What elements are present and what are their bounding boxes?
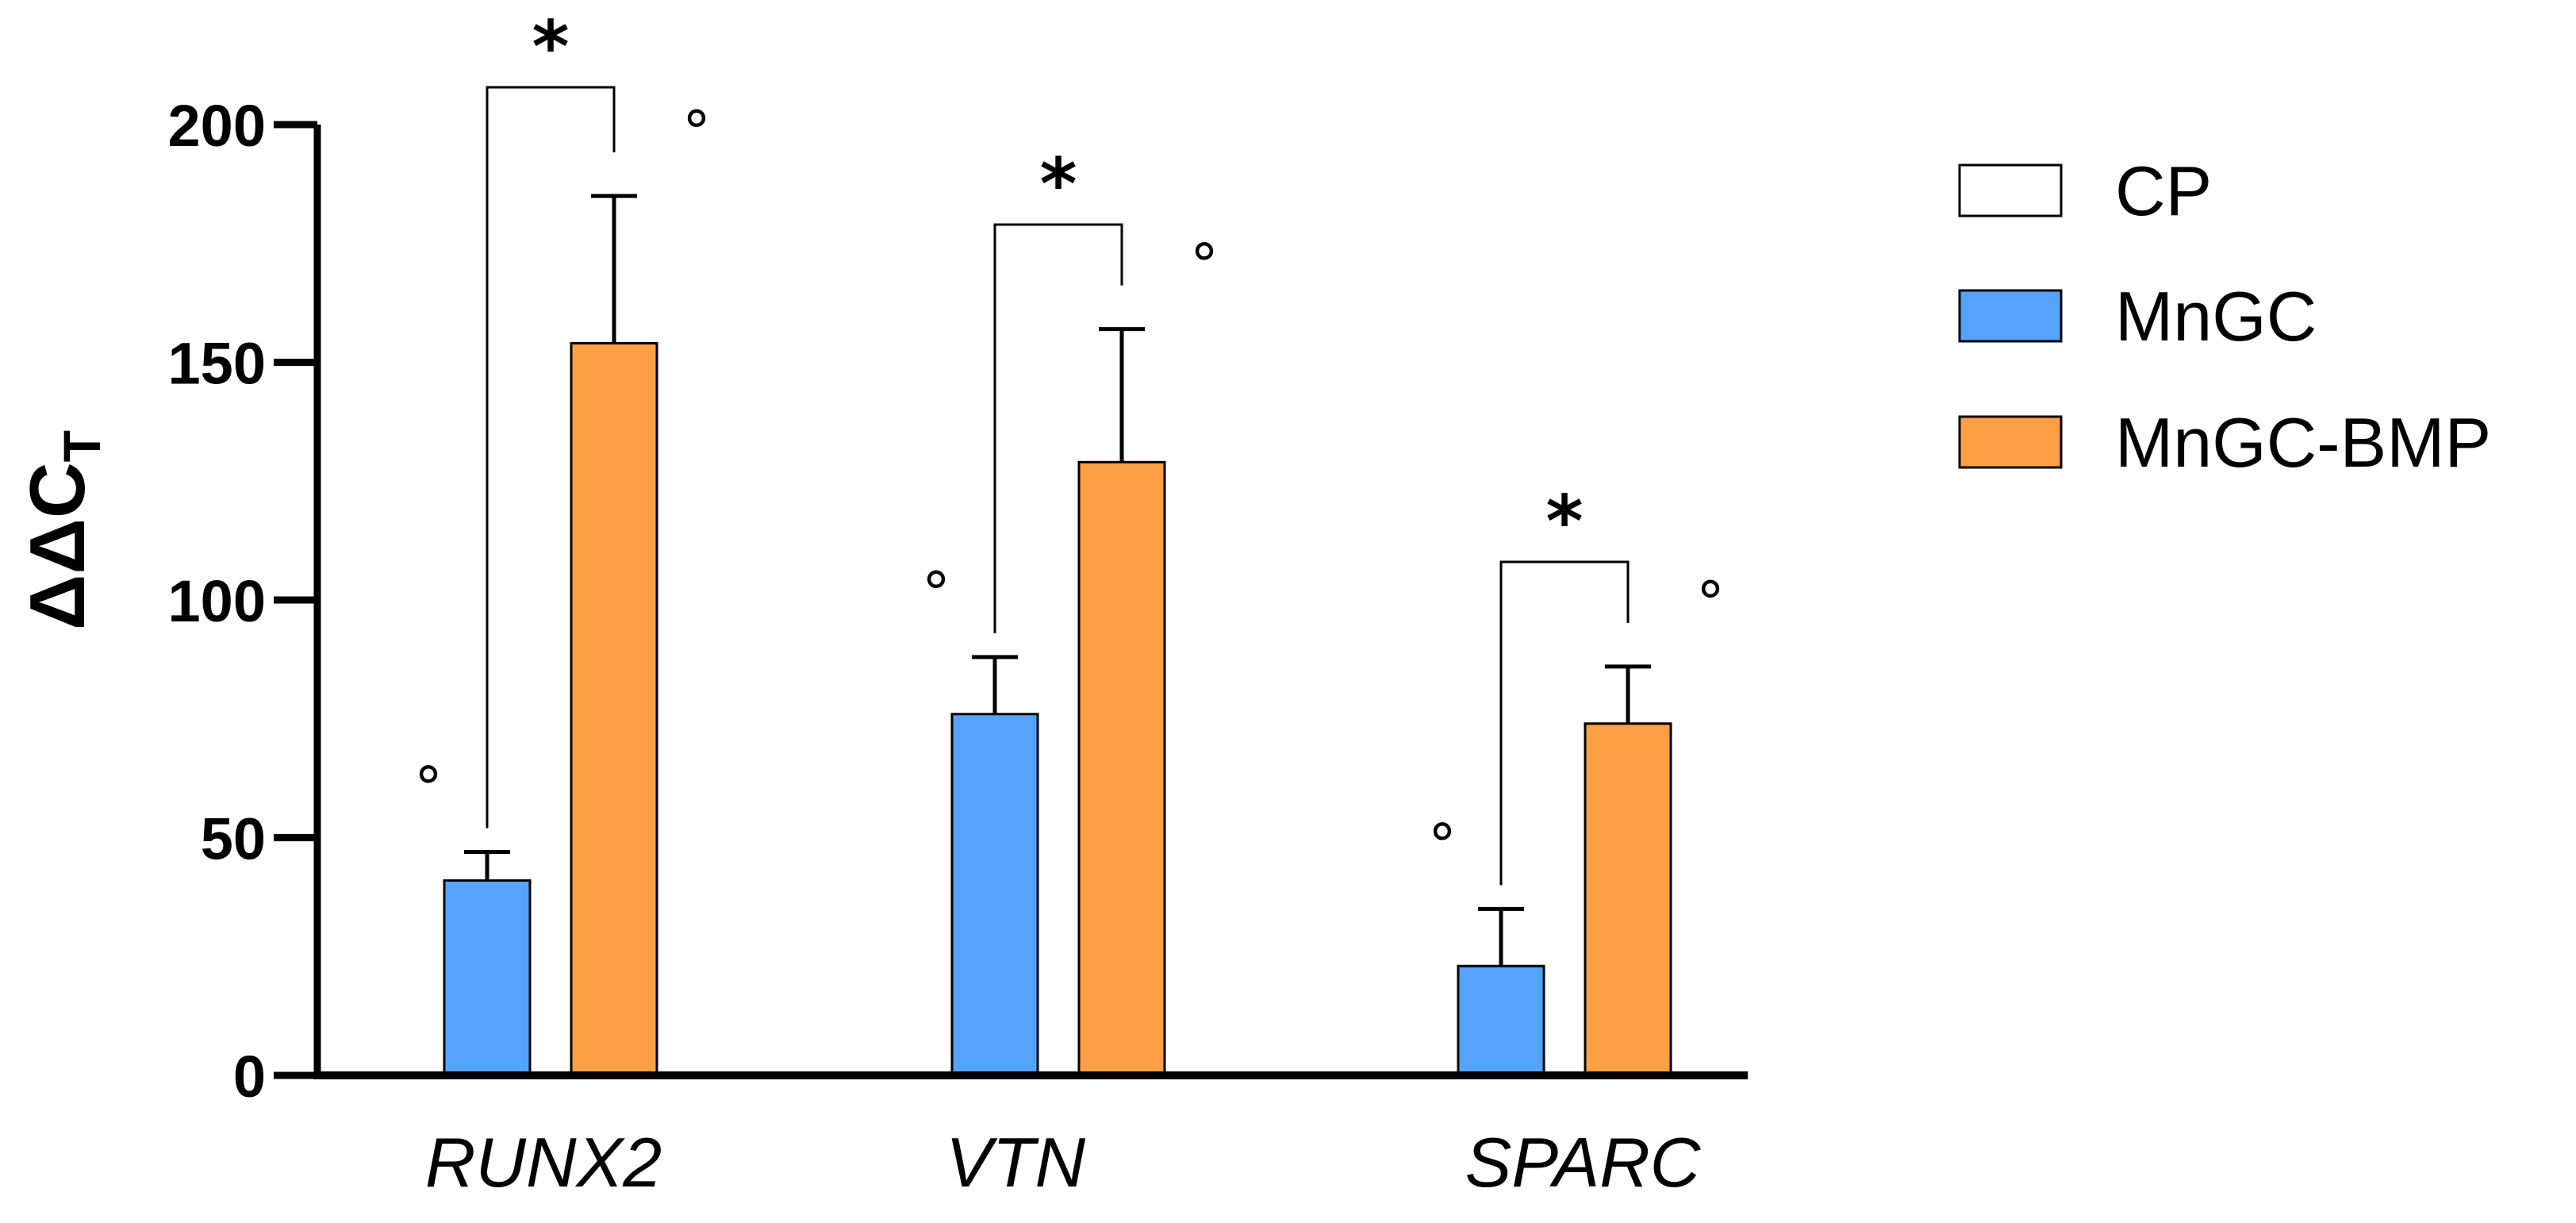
error-bar-mngc-runx2 (464, 849, 510, 881)
marker-mngc-runx2: ° (414, 754, 443, 821)
significance-layer: * * * (486, 6, 1630, 886)
error-bar-mngc-bmp-runx2 (591, 194, 637, 344)
legend-item-mngc-bmp: MnGC-BMP (1958, 403, 2491, 482)
bar-mngc-vtn (950, 713, 1039, 1077)
legend: CP MnGC MnGC-BMP (1958, 152, 2491, 482)
y-tick-label-0: 0 (233, 1044, 266, 1110)
y-tick-label-100: 100 (168, 568, 266, 634)
y-tick-label-50: 50 (201, 806, 266, 872)
legend-swatch-mngc (1958, 289, 2063, 343)
error-bars-layer (464, 194, 1651, 967)
significance-bracket-vtn (993, 223, 1123, 633)
marker-mngc-sparc: ° (1428, 811, 1457, 878)
legend-swatch-cp (1958, 163, 2063, 217)
axes-layer: 0 50 100 150 200 RUNX2 VTN SPARC (168, 93, 1748, 1202)
bars-layer (443, 342, 1672, 1077)
legend-label-mngc: MnGC (2115, 277, 2317, 356)
marker-mngc-vtn: ° (922, 560, 950, 626)
y-axis-title: ΔΔCT (13, 430, 111, 630)
significance-star-vtn: * (1039, 143, 1077, 226)
significance-bracket-sparc (1499, 560, 1630, 886)
bar-mngc-runx2 (443, 879, 532, 1077)
error-bar-mngc-vtn (972, 655, 1018, 714)
x-category-label-sparc: SPARC (1465, 1123, 1702, 1202)
legend-item-mngc: MnGC (1958, 277, 2317, 356)
y-tick-label-200: 200 (168, 93, 266, 159)
marker-mngc-bmp-vtn: ° (1190, 232, 1219, 298)
y-axis-title-subscript: T (52, 430, 111, 462)
bar-mngc-bmp-runx2 (570, 342, 658, 1077)
legend-item-cp: CP (1958, 152, 2212, 230)
significance-star-runx2: * (532, 6, 569, 89)
y-tick-label-150: 150 (168, 331, 266, 397)
marker-mngc-bmp-runx2: ° (682, 98, 711, 165)
y-axis-title-main: ΔΔC (13, 462, 101, 630)
x-category-label-runx2: RUNX2 (425, 1123, 662, 1202)
error-bar-mngc-bmp-sparc (1605, 664, 1651, 724)
bar-mngc-sparc (1457, 964, 1545, 1077)
legend-swatch-mngc-bmp (1958, 415, 2063, 469)
significance-bracket-runx2 (486, 86, 616, 829)
error-bar-mngc-bmp-vtn (1099, 327, 1145, 463)
significance-star-sparc: * (1545, 480, 1583, 563)
error-bar-mngc-sparc (1478, 906, 1524, 967)
legend-label-cp: CP (2115, 152, 2212, 230)
bar-mngc-bmp-vtn (1077, 460, 1166, 1077)
marker-mngc-bmp-sparc: ° (1696, 569, 1725, 636)
legend-label-mngc-bmp: MnGC-BMP (2115, 403, 2491, 482)
bar-mngc-bmp-sparc (1584, 722, 1672, 1077)
x-category-label-vtn: VTN (946, 1123, 1085, 1202)
markers-layer: ° ° ° ° ° ° (414, 98, 1725, 878)
